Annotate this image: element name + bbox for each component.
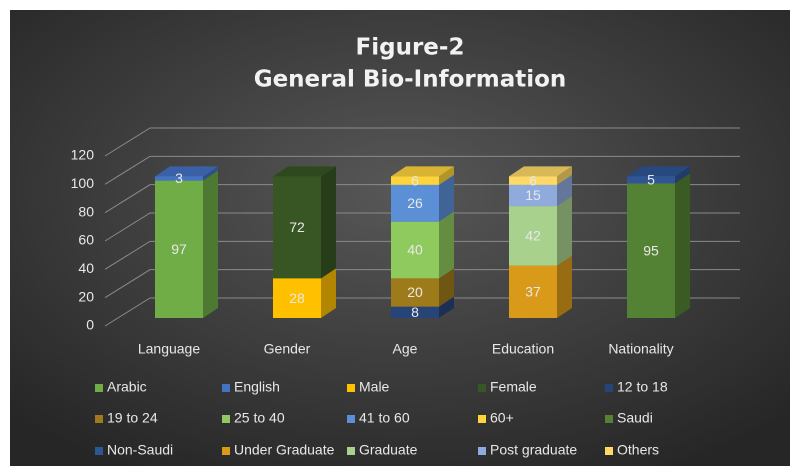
legend-label: Post graduate bbox=[490, 442, 577, 458]
chart-title: Figure-2 bbox=[356, 35, 465, 61]
bar-side bbox=[439, 174, 454, 222]
bar bbox=[273, 278, 321, 318]
x-tick-label: Education bbox=[492, 341, 554, 357]
bar-side bbox=[321, 166, 336, 279]
bar-side bbox=[557, 166, 572, 185]
data-label: 42 bbox=[525, 228, 541, 244]
legend-label: Male bbox=[359, 379, 390, 395]
bar-top bbox=[627, 166, 690, 177]
data-label: 8 bbox=[411, 304, 419, 320]
legend-swatch bbox=[605, 415, 613, 423]
data-label: 26 bbox=[407, 195, 423, 211]
bar-top bbox=[391, 166, 454, 177]
bar bbox=[509, 265, 557, 318]
data-label: 37 bbox=[525, 283, 541, 299]
bar bbox=[391, 221, 439, 279]
bar-top bbox=[509, 166, 572, 177]
data-label: 97 bbox=[171, 241, 187, 257]
bar-side bbox=[675, 173, 690, 318]
legend-label: 12 to 18 bbox=[617, 379, 668, 395]
data-label: 95 bbox=[643, 242, 659, 258]
bar-side bbox=[439, 268, 454, 307]
data-label: 6 bbox=[529, 172, 537, 188]
bar bbox=[627, 183, 675, 318]
x-tick-label: Gender bbox=[264, 341, 311, 357]
legend-label: 41 to 60 bbox=[359, 410, 410, 426]
chart-subtitle: General Bio-Information bbox=[254, 67, 567, 93]
y-tick-label: 0 bbox=[86, 317, 94, 333]
bar-side bbox=[557, 174, 572, 207]
legend-swatch bbox=[347, 415, 355, 423]
legend-swatch bbox=[222, 447, 230, 455]
data-label: 5 bbox=[647, 172, 655, 188]
data-label: 6 bbox=[411, 172, 419, 188]
bar-side bbox=[203, 170, 218, 318]
legend-swatch bbox=[478, 415, 486, 423]
bar bbox=[391, 184, 439, 222]
legend-swatch bbox=[478, 447, 486, 455]
data-label: 28 bbox=[289, 290, 305, 306]
legend-swatch bbox=[95, 447, 103, 455]
grid-line bbox=[104, 155, 740, 185]
bar bbox=[509, 176, 557, 185]
legend-swatch bbox=[605, 384, 613, 392]
legend-swatch bbox=[347, 447, 355, 455]
legend-label: Arabic bbox=[107, 379, 147, 395]
legend-swatch bbox=[478, 384, 486, 392]
bar bbox=[627, 176, 675, 184]
bar-side bbox=[557, 255, 572, 318]
bar-side bbox=[439, 166, 454, 185]
data-label: 40 bbox=[407, 242, 423, 258]
legend-swatch bbox=[222, 415, 230, 423]
legend-label: Graduate bbox=[359, 442, 418, 458]
legend-label: 25 to 40 bbox=[234, 410, 285, 426]
y-tick-label: 20 bbox=[78, 288, 94, 304]
legend-swatch bbox=[605, 447, 613, 455]
bar-top bbox=[155, 166, 218, 177]
legend-label: 60+ bbox=[490, 410, 514, 426]
data-label: 72 bbox=[289, 219, 305, 235]
bar bbox=[391, 176, 439, 185]
bar bbox=[509, 184, 557, 207]
bar bbox=[509, 206, 557, 266]
legend-label: Non-Saudi bbox=[107, 442, 173, 458]
data-label: 20 bbox=[407, 284, 423, 300]
data-label: 3 bbox=[175, 170, 183, 186]
legend-swatch bbox=[95, 415, 103, 423]
bar bbox=[155, 176, 203, 181]
legend-label: Others bbox=[617, 442, 659, 458]
grid-line bbox=[104, 127, 740, 157]
bar-top bbox=[273, 166, 336, 177]
y-tick-label: 100 bbox=[71, 175, 95, 191]
bar-side bbox=[321, 268, 336, 318]
legend-label: Under Graduate bbox=[234, 442, 335, 458]
legend-label: Saudi bbox=[617, 410, 653, 426]
bar bbox=[155, 180, 203, 318]
legend-swatch bbox=[347, 384, 355, 392]
x-tick-label: Language bbox=[138, 341, 201, 357]
bar bbox=[391, 306, 439, 318]
bar-side bbox=[439, 296, 454, 318]
bar bbox=[273, 176, 321, 279]
legend-label: 19 to 24 bbox=[107, 410, 158, 426]
x-tick-label: Age bbox=[393, 341, 418, 357]
x-tick-label: Nationality bbox=[608, 341, 673, 357]
legend-label: Female bbox=[490, 379, 537, 395]
bar bbox=[391, 278, 439, 307]
bar-side bbox=[203, 166, 218, 181]
y-tick-label: 60 bbox=[78, 232, 94, 248]
y-tick-label: 40 bbox=[78, 260, 94, 276]
bar-side bbox=[557, 196, 572, 266]
y-tick-label: 120 bbox=[71, 147, 95, 163]
bar-side bbox=[439, 211, 454, 279]
bar-side bbox=[675, 166, 690, 184]
legend-swatch bbox=[222, 384, 230, 392]
legend-label: English bbox=[234, 379, 280, 395]
data-label: 15 bbox=[525, 187, 541, 203]
y-tick-label: 80 bbox=[78, 203, 94, 219]
legend-swatch bbox=[95, 384, 103, 392]
